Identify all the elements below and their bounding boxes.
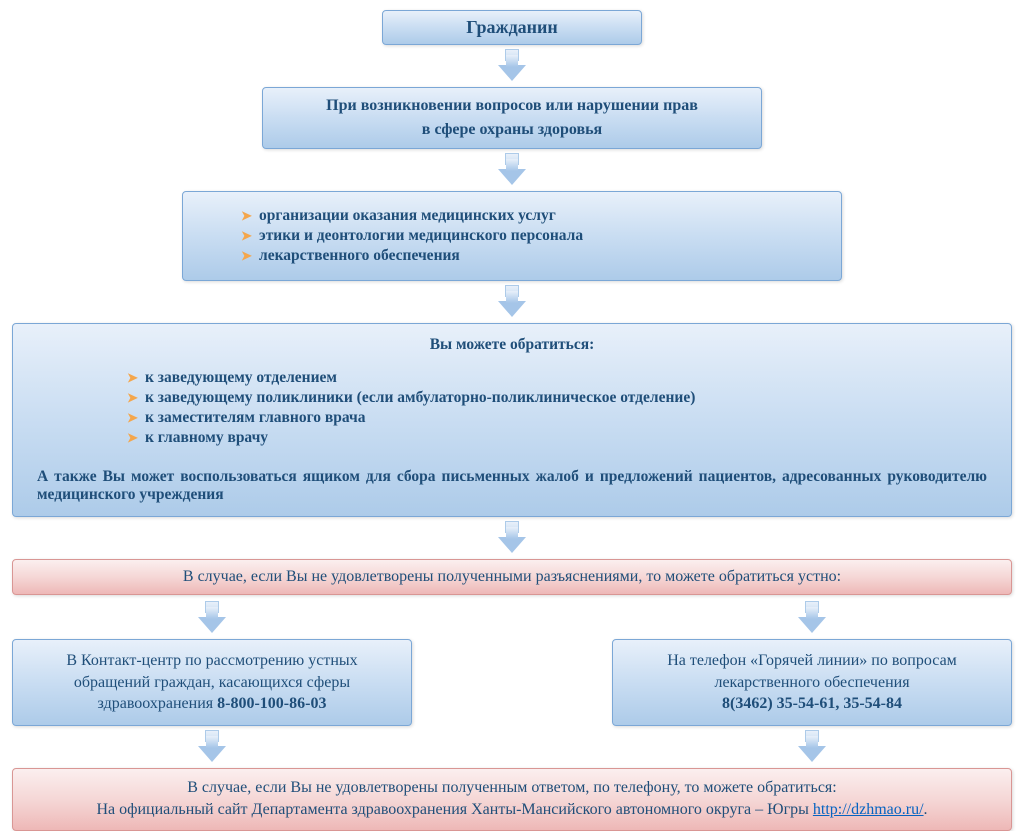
- node-citizen: Гражданин: [382, 10, 642, 45]
- hotline-text: На телефон «Горячей линии» по вопросам л…: [627, 650, 997, 693]
- final-pre: На официальный сайт Департамента здравоо…: [96, 801, 812, 818]
- right-col: На телефон «Горячей линии» по вопросам л…: [612, 597, 1012, 768]
- contact-center-phone: 8-800-100-86-03: [217, 695, 326, 712]
- arrow-4: [498, 521, 526, 557]
- arrow-6b: [798, 730, 826, 766]
- final-line2: На официальный сайт Департамента здравоо…: [27, 799, 997, 821]
- list-item-label: к заместителям главного врача: [145, 409, 365, 426]
- list-item: ➤к заведующему поликлиники (если амбулат…: [127, 388, 947, 408]
- list-item: ➤этики и деонтологии медицинского персон…: [241, 226, 783, 246]
- contact-list: ➤к заведующему отделением ➤к заведующему…: [37, 360, 987, 456]
- final-post: .: [924, 801, 928, 818]
- dept-link[interactable]: http://dzhmao.ru/: [813, 801, 924, 818]
- node-final: В случае, если Вы не удовлетворены получ…: [12, 768, 1012, 831]
- list-item: ➤к заведующему отделением: [127, 368, 947, 388]
- arrow-5b: [798, 601, 826, 637]
- list-item-label: к заведующему поликлиники (если амбулато…: [145, 389, 695, 406]
- list-item: ➤лекарственного обеспечения: [241, 246, 783, 266]
- list-item: ➤к главному врачу: [127, 428, 947, 448]
- list-item: ➤к заместителям главного врача: [127, 408, 947, 428]
- list-item-label: к заведующему отделением: [145, 369, 337, 386]
- hotline-phone: 8(3462) 35-54-61, 35-54-84: [627, 693, 997, 715]
- arrow-2: [498, 153, 526, 189]
- node-topics: ➤организации оказания медицинских услуг …: [182, 191, 842, 281]
- node-citizen-label: Гражданин: [466, 17, 558, 37]
- node-unsatisfied-1: В случае, если Вы не удовлетворены получ…: [12, 559, 1012, 595]
- node-contact-center: В Контакт-центр по рассмотрению устных о…: [12, 639, 412, 726]
- split-row: В Контакт-центр по рассмотрению устных о…: [12, 597, 1012, 768]
- flowchart-root: Гражданин При возникновении вопросов или…: [12, 10, 1012, 831]
- left-col: В Контакт-центр по рассмотрению устных о…: [12, 597, 412, 768]
- list-item-label: лекарственного обеспечения: [259, 247, 460, 264]
- unsatisfied-1-text: В случае, если Вы не удовлетворены получ…: [183, 568, 841, 585]
- bullet-icon: ➤: [127, 370, 145, 386]
- arrow-6a: [198, 730, 226, 766]
- node-questions: При возникновении вопросов или нарушении…: [262, 87, 762, 149]
- arrow-5a: [198, 601, 226, 637]
- node-hotline: На телефон «Горячей линии» по вопросам л…: [612, 639, 1012, 726]
- bullet-icon: ➤: [127, 390, 145, 406]
- contact-header: Вы можете обратиться:: [37, 336, 987, 354]
- bullet-icon: ➤: [127, 410, 145, 426]
- node-contact-options: Вы можете обратиться: ➤к заведующему отд…: [12, 323, 1012, 517]
- bullet-icon: ➤: [127, 430, 145, 446]
- topics-list: ➤организации оказания медицинских услуг …: [201, 198, 823, 274]
- node-questions-line1: При возникновении вопросов или нарушении…: [281, 94, 743, 118]
- list-item-label: к главному врачу: [145, 429, 268, 446]
- bullet-icon: ➤: [241, 208, 259, 224]
- list-item-label: этики и деонтологии медицинского персона…: [259, 227, 583, 244]
- list-item-label: организации оказания медицинских услуг: [259, 207, 556, 224]
- arrow-1: [498, 49, 526, 85]
- list-item: ➤организации оказания медицинских услуг: [241, 206, 783, 226]
- bullet-icon: ➤: [241, 248, 259, 264]
- contact-note: А также Вы может воспользоваться ящиком …: [37, 468, 987, 504]
- node-questions-line2: в сфере охраны здоровья: [281, 118, 743, 142]
- final-line1: В случае, если Вы не удовлетворены получ…: [27, 777, 997, 799]
- arrow-3: [498, 285, 526, 321]
- bullet-icon: ➤: [241, 228, 259, 244]
